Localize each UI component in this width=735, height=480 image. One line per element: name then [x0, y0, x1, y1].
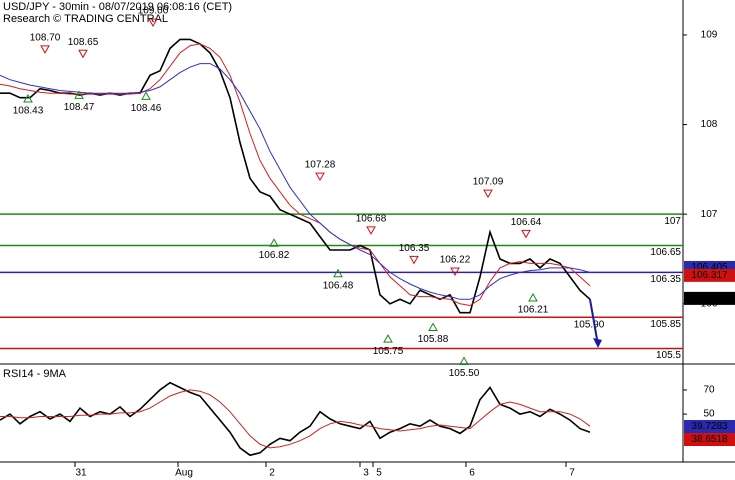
level-label: 105.5 [656, 350, 681, 361]
y-tick-label: 107 [701, 209, 718, 220]
price-tag-box [684, 268, 735, 282]
low-label: 105.75 [373, 346, 404, 357]
projection-arrowhead [593, 337, 602, 348]
low-label: 106.21 [518, 305, 549, 316]
price-tag-label: 106.405 [691, 262, 728, 273]
x-tick-label: 7 [569, 468, 575, 479]
high-label: 106.64 [511, 217, 542, 228]
low-label: 105.88 [418, 334, 449, 345]
low-label: 108.46 [131, 103, 162, 114]
rsi-title: RSI14 - 9MA [3, 368, 67, 380]
x-tick-label: 3 [363, 468, 369, 479]
y-tick-label: 70 [703, 385, 715, 396]
x-tick-label: 6 [469, 468, 475, 479]
projection-arrow [589, 299, 599, 346]
chart-title: USD/JPY - 30min - 08/07/2019 06:08:16 (C… [3, 1, 232, 13]
low-label: 106.82 [259, 250, 290, 261]
high-marker [366, 226, 376, 235]
level-label: 106.65 [650, 247, 681, 258]
low-label: 105.50 [449, 368, 480, 379]
low-marker [333, 268, 343, 278]
price-tag-box [684, 291, 735, 305]
high-label: 108.65 [68, 37, 99, 48]
high-label: 106.22 [440, 255, 471, 266]
price-tag-box [684, 433, 735, 447]
high-label: 106.35 [399, 243, 430, 254]
high-label: 108.70 [30, 32, 61, 43]
high-label: 107.28 [305, 160, 336, 171]
x-tick-label: 31 [75, 468, 87, 479]
low-marker [528, 292, 538, 302]
series-line [0, 389, 591, 449]
level-label: 106.35 [650, 274, 681, 285]
low-marker [141, 91, 151, 100]
price-tag-label: 106.06 [694, 293, 725, 304]
level-label: 107 [664, 216, 681, 227]
low-marker [23, 94, 33, 103]
high-marker [40, 45, 50, 54]
high-marker [450, 267, 460, 277]
x-tick-label: 2 [269, 468, 275, 479]
high-label: 106.68 [356, 213, 387, 224]
low-marker [74, 90, 84, 99]
low-marker [459, 356, 469, 366]
series-line [0, 381, 591, 457]
x-tick-label: 5 [376, 468, 382, 479]
y-tick-label: 109 [701, 30, 718, 41]
series-line [0, 38, 591, 314]
y-tick-label: 108 [701, 119, 718, 130]
high-marker [148, 18, 158, 27]
low-label: 108.47 [64, 102, 95, 113]
price-tag-label: 38.6518 [691, 434, 728, 445]
target-label: 105.90 [574, 319, 605, 330]
series-line [0, 43, 591, 307]
y-tick-label: 50 [703, 409, 715, 420]
high-label: 109.00 [138, 6, 169, 17]
high-label: 107.09 [473, 177, 504, 188]
low-label: 108.43 [13, 106, 44, 117]
high-marker [483, 189, 493, 199]
price-tag-box [684, 420, 735, 434]
price-tag-label: 39.7283 [691, 421, 728, 432]
high-marker [521, 229, 531, 239]
chart-subtitle: Research © TRADING CENTRAL [3, 13, 168, 25]
high-marker [409, 255, 419, 265]
high-marker [78, 49, 88, 59]
high-marker [315, 172, 325, 182]
low-marker [428, 322, 438, 332]
low-marker [383, 334, 393, 343]
x-tick-label: Aug [175, 468, 193, 479]
low-label: 106.48 [323, 280, 354, 291]
series-line [0, 63, 591, 300]
level-label: 105.85 [650, 319, 681, 330]
low-marker [269, 238, 279, 247]
price-tag-label: 106.317 [691, 270, 728, 281]
